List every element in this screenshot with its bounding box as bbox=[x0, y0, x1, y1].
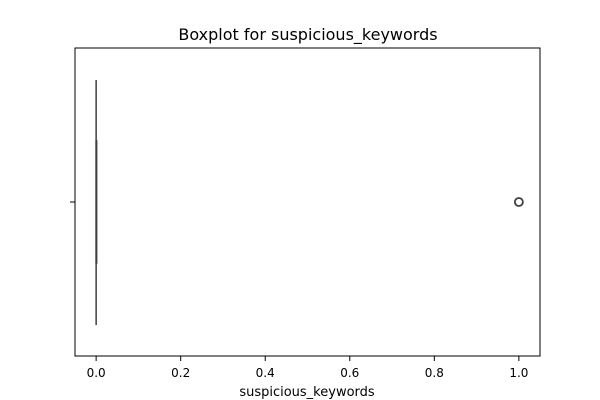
x-tick-label: 0.6 bbox=[340, 366, 359, 380]
x-tick-label: 1.0 bbox=[509, 366, 528, 380]
outlier-points bbox=[513, 197, 524, 207]
box-element bbox=[95, 80, 98, 325]
x-axis-ticks: 0.0 0.2 0.4 0.6 0.8 1.0 bbox=[87, 356, 528, 380]
outlier-point bbox=[513, 197, 524, 207]
x-tick-label: 0.2 bbox=[171, 366, 190, 380]
plot-area bbox=[74, 47, 541, 357]
x-tick-label: 0.0 bbox=[87, 366, 106, 380]
x-axis-label: suspicious_keywords bbox=[239, 385, 375, 400]
x-tick-label: 0.8 bbox=[425, 366, 444, 380]
x-tick-label: 0.4 bbox=[256, 366, 275, 380]
chart-title: Boxplot for suspicious_keywords bbox=[178, 25, 437, 45]
